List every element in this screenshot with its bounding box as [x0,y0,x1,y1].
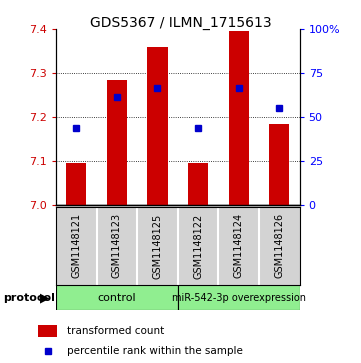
Text: control: control [97,293,136,303]
Text: GSM1148124: GSM1148124 [234,213,244,278]
Bar [178,285,300,310]
Text: GSM1148121: GSM1148121 [71,213,81,278]
Text: GSM1148122: GSM1148122 [193,213,203,278]
Text: GDS5367 / ILMN_1715613: GDS5367 / ILMN_1715613 [90,16,271,30]
Text: protocol: protocol [4,293,56,303]
Bar [56,285,178,310]
Bar [269,124,290,205]
Bar [229,31,249,205]
Bar [147,46,168,205]
Text: transformed count: transformed count [67,326,164,336]
Bar [38,325,57,338]
Bar [188,163,208,205]
Text: percentile rank within the sample: percentile rank within the sample [67,346,243,356]
Bar [66,163,86,205]
Bar [107,79,127,205]
Text: ▶: ▶ [40,292,50,305]
Text: GSM1148126: GSM1148126 [274,213,284,278]
Text: GSM1148123: GSM1148123 [112,213,122,278]
Text: GSM1148125: GSM1148125 [152,213,162,278]
Text: miR-542-3p overexpression: miR-542-3p overexpression [172,293,306,303]
